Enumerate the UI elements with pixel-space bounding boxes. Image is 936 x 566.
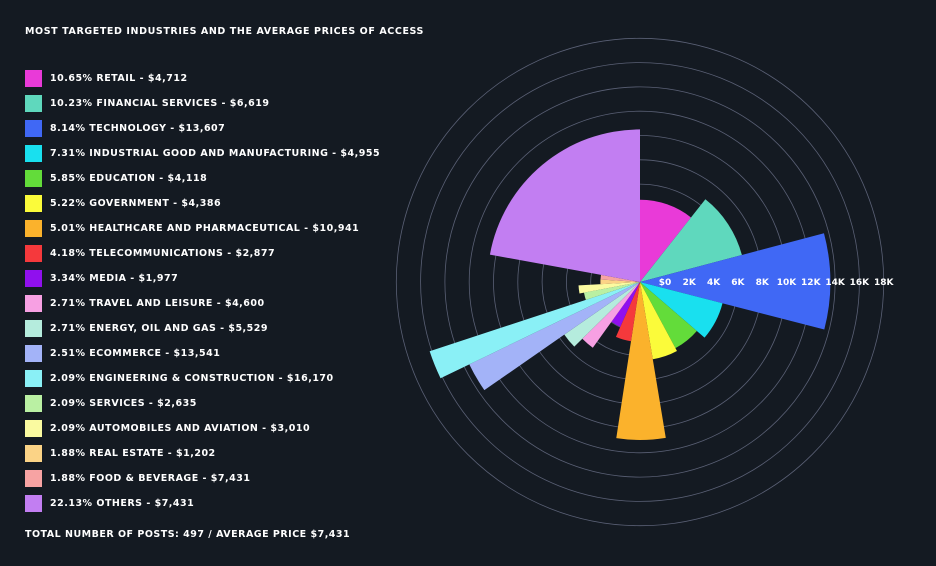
legend-label: 3.34% MEDIA - $1,977 xyxy=(50,273,179,284)
legend: 10.65% RETAIL - $4,712 10.23% FINANCIAL S… xyxy=(25,66,380,516)
legend-label: 2.09% AUTOMOBILES AND AVIATION - $3,010 xyxy=(50,423,311,434)
chart-footer: TOTAL NUMBER OF POSTS: 497 / AVERAGE PRI… xyxy=(25,529,351,540)
wedge xyxy=(616,282,666,440)
wedge xyxy=(578,282,640,294)
legend-label: 7.31% INDUSTRIAL GOOD AND MANUFACTURING … xyxy=(50,148,381,159)
legend-label: 22.13% OTHERS - $7,431 xyxy=(50,498,195,509)
legend-swatch xyxy=(25,445,42,462)
legend-item: 10.65% RETAIL - $4,712 xyxy=(25,66,380,91)
legend-swatch xyxy=(25,195,42,212)
legend-label: 1.88% FOOD & BEVERAGE - $7,431 xyxy=(50,473,251,484)
wedge xyxy=(640,282,677,360)
legend-item: 2.71% TRAVEL AND LEISURE - $4,600 xyxy=(25,291,380,316)
legend-label: 5.01% HEALTHCARE AND PHARMACEUTICAL - $1… xyxy=(50,223,360,234)
wedge xyxy=(640,282,723,338)
radial-tick-label: 4K xyxy=(707,278,721,288)
wedge xyxy=(564,282,640,347)
legend-item: 2.09% AUTOMOBILES AND AVIATION - $3,010 xyxy=(25,416,380,441)
radial-tick-label: 12K xyxy=(801,278,822,288)
grid-circle xyxy=(395,37,885,527)
wedge xyxy=(611,282,640,327)
legend-swatch xyxy=(25,220,42,237)
legend-item: 2.09% SERVICES - $2,635 xyxy=(25,391,380,416)
legend-item: 2.51% ECOMMERCE - $13,541 xyxy=(25,341,380,366)
legend-label: 1.88% REAL ESTATE - $1,202 xyxy=(50,448,216,459)
legend-label: 2.51% ECOMMERCE - $13,541 xyxy=(50,348,221,359)
wedge xyxy=(640,199,742,282)
radial-tick-label: 2K xyxy=(683,278,697,288)
legend-item: 7.31% INDUSTRIAL GOOD AND MANUFACTURING … xyxy=(25,141,380,166)
legend-item: 4.18% TELECOMMUNICATIONS - $2,877 xyxy=(25,241,380,266)
legend-item: 10.23% FINANCIAL SERVICES - $6,619 xyxy=(25,91,380,116)
grid-circle xyxy=(420,62,860,502)
legend-swatch xyxy=(25,495,42,512)
radial-tick-label: 8K xyxy=(756,278,770,288)
wedge xyxy=(600,279,640,285)
legend-label: 5.22% GOVERNMENT - $4,386 xyxy=(50,198,222,209)
legend-label: 10.23% FINANCIAL SERVICES - $6,619 xyxy=(50,98,270,109)
radial-tick-label: 18K xyxy=(874,278,895,288)
radial-tick-label: 14K xyxy=(825,278,846,288)
radial-tick-label: 10K xyxy=(777,278,798,288)
legend-item: 3.34% MEDIA - $1,977 xyxy=(25,266,380,291)
legend-swatch xyxy=(25,370,42,387)
wedge xyxy=(583,282,640,300)
wedge xyxy=(615,282,640,342)
legend-swatch xyxy=(25,270,42,287)
legend-swatch xyxy=(25,295,42,312)
grid-circle xyxy=(444,86,836,478)
radial-tick-label: $0 xyxy=(659,278,672,288)
legend-swatch xyxy=(25,320,42,337)
legend-label: 10.65% RETAIL - $4,712 xyxy=(50,73,188,84)
wedge xyxy=(640,282,697,349)
legend-swatch xyxy=(25,170,42,187)
legend-swatch xyxy=(25,395,42,412)
legend-label: 2.71% ENERGY, OIL AND GAS - $5,529 xyxy=(50,323,268,334)
legend-swatch xyxy=(25,120,42,137)
legend-swatch xyxy=(25,95,42,112)
legend-swatch xyxy=(25,345,42,362)
wedge xyxy=(600,274,640,282)
legend-swatch xyxy=(25,420,42,437)
wedge xyxy=(640,233,831,330)
legend-item: 5.85% EDUCATION - $4,118 xyxy=(25,166,380,191)
legend-item: 2.09% ENGINEERING & CONSTRUCTION - $16,1… xyxy=(25,366,380,391)
wedge xyxy=(582,282,640,348)
wedge xyxy=(489,129,640,282)
wedge xyxy=(429,282,640,379)
legend-item: 2.71% ENERGY, OIL AND GAS - $5,529 xyxy=(25,316,380,341)
legend-item: 1.88% REAL ESTATE - $1,202 xyxy=(25,441,380,466)
legend-swatch xyxy=(25,70,42,87)
wedge xyxy=(469,282,640,391)
legend-label: 4.18% TELECOMMUNICATIONS - $2,877 xyxy=(50,248,276,259)
legend-item: 1.88% FOOD & BEVERAGE - $7,431 xyxy=(25,466,380,491)
legend-label: 8.14% TECHNOLOGY - $13,607 xyxy=(50,123,226,134)
legend-label: 2.71% TRAVEL AND LEISURE - $4,600 xyxy=(50,298,265,309)
legend-item: 22.13% OTHERS - $7,431 xyxy=(25,491,380,516)
radial-tick-label: 6K xyxy=(731,278,745,288)
legend-item: 8.14% TECHNOLOGY - $13,607 xyxy=(25,116,380,141)
legend-label: 2.09% SERVICES - $2,635 xyxy=(50,398,197,409)
legend-label: 2.09% ENGINEERING & CONSTRUCTION - $16,1… xyxy=(50,373,334,384)
legend-swatch xyxy=(25,145,42,162)
radial-tick-label: 16K xyxy=(850,278,871,288)
legend-item: 5.22% GOVERNMENT - $4,386 xyxy=(25,191,380,216)
chart-title: MOST TARGETED INDUSTRIES AND THE AVERAGE… xyxy=(25,26,424,37)
legend-item: 5.01% HEALTHCARE AND PHARMACEUTICAL - $1… xyxy=(25,216,380,241)
wedge xyxy=(640,199,692,282)
legend-label: 5.85% EDUCATION - $4,118 xyxy=(50,173,208,184)
legend-swatch xyxy=(25,470,42,487)
legend-swatch xyxy=(25,245,42,262)
